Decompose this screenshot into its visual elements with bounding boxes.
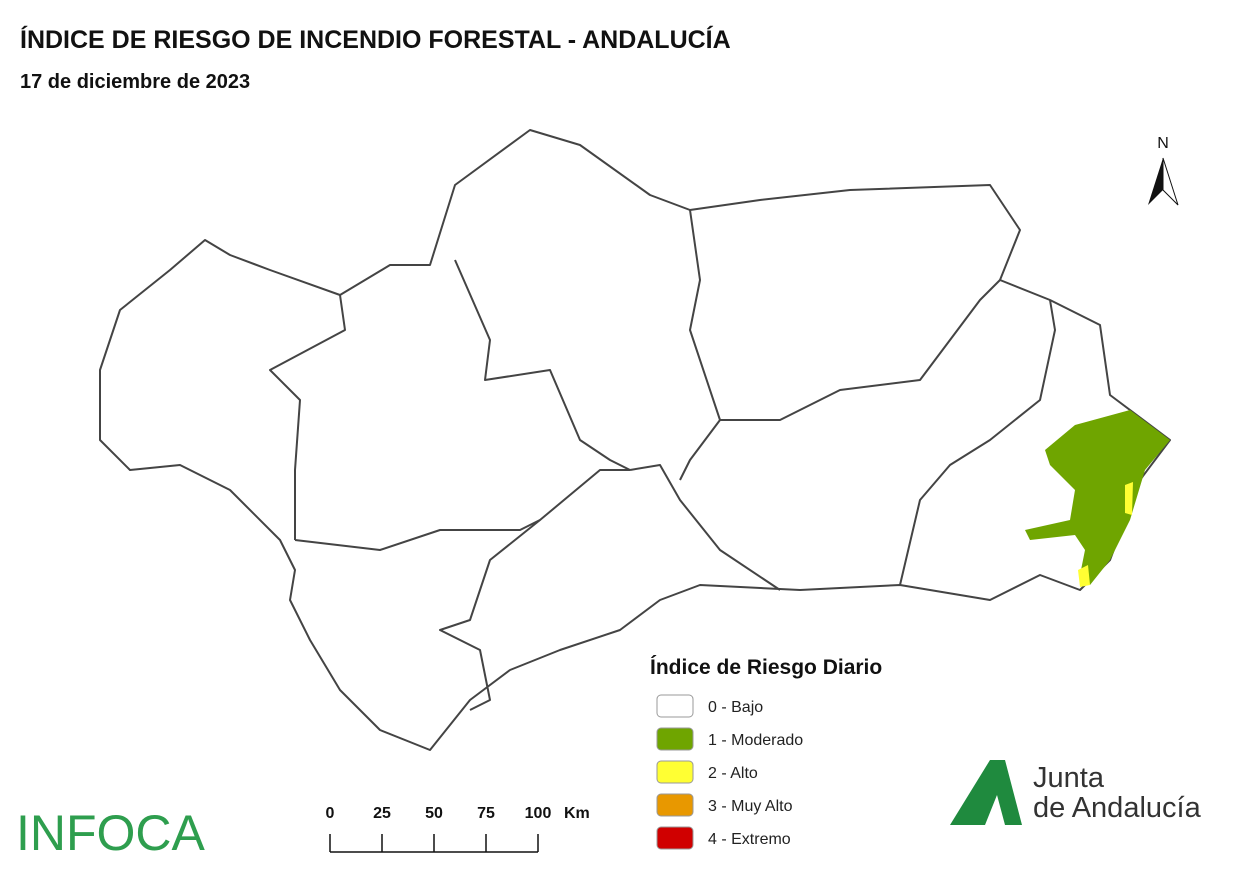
province-border (439, 519, 541, 711)
north-arrow (1148, 158, 1163, 205)
scale-bar: 0 25 50 75 100 Km (326, 805, 590, 853)
subtitle: 17 de diciembre de 2023 (20, 71, 250, 93)
legend-swatch (656, 727, 694, 751)
province-border (454, 259, 631, 471)
legend-label: 2 - Alto (708, 765, 758, 782)
junta-logo-text: Junta (1033, 762, 1105, 794)
title: ÍNDICE DE RIESGO DE INCENDIO FORESTAL - … (20, 25, 731, 54)
province-border (269, 294, 346, 540)
scale-unit: Km (564, 805, 590, 822)
scale-label: 50 (425, 805, 443, 822)
legend-swatch (656, 793, 694, 817)
province-border (629, 464, 781, 591)
infoca-logo: INFOCA (16, 805, 206, 861)
region-outline (99, 129, 1171, 751)
legend-swatch (656, 826, 694, 850)
legend-label: 1 - Moderado (708, 732, 803, 749)
legend-swatch (656, 760, 694, 784)
scale-label: 75 (477, 805, 495, 822)
north-label: N (1157, 135, 1169, 152)
legend-title: Índice de Riesgo Diario (650, 656, 882, 679)
province-border (899, 299, 1056, 586)
legend-label: 4 - Extremo (708, 831, 791, 848)
legend-label: 3 - Muy Alto (708, 798, 793, 815)
map (99, 129, 1171, 751)
legend-swatch (656, 694, 694, 718)
province-border (720, 279, 1001, 421)
province-border (294, 469, 630, 551)
province-border (679, 209, 721, 481)
junta-logo-text: de Andalucía (1033, 792, 1202, 824)
north-arrow (1162, 157, 1179, 206)
legend-label: 0 - Bajo (708, 699, 763, 716)
junta-logo-mark (950, 760, 1022, 825)
scale-label: 25 (373, 805, 391, 822)
risk-area-high (1078, 482, 1133, 587)
scale-label: 100 (525, 805, 552, 822)
legend: 0 - Bajo 1 - Moderado 2 - Alto 3 - Muy Alto… (656, 694, 803, 850)
risk-area-moderate (1025, 410, 1170, 585)
scale-label: 0 (326, 805, 335, 822)
